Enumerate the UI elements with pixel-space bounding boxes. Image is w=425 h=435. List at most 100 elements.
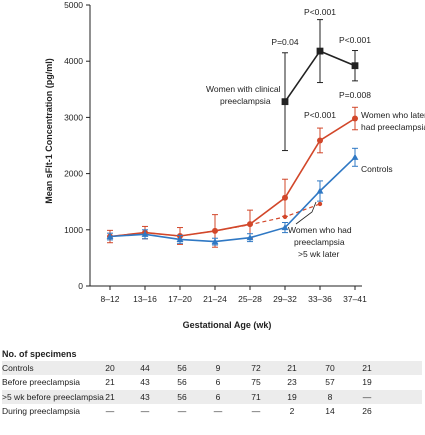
p-value-label: P=0.008 xyxy=(339,90,371,100)
table-cell: 43 xyxy=(140,391,150,402)
table-cell: 14 xyxy=(325,406,335,417)
specimen-count-table: No. of specimens Controls 20 44 56 9 72 21 70 21… xyxy=(2,347,422,419)
table-cell: 21 xyxy=(105,391,115,402)
data-point xyxy=(247,221,253,228)
data-point xyxy=(317,137,323,144)
x-tick-label: 13–16 xyxy=(133,294,157,304)
table-cell: 2 xyxy=(289,406,295,417)
table-cell: 70 xyxy=(325,363,335,373)
table-cell: 19 xyxy=(287,391,297,402)
table-row: >5 wk before preeclampsia 21 43 56 6 71 19 8 — xyxy=(2,389,422,405)
table-cell: 8 xyxy=(327,391,333,402)
table-row: Controls 20 44 56 9 72 21 70 21 xyxy=(2,361,422,376)
table-cell: 57 xyxy=(325,377,335,388)
data-point xyxy=(212,227,218,234)
row-label: During preeclampsia xyxy=(2,406,80,417)
series-label: preeclampsia xyxy=(220,96,271,106)
data-point xyxy=(281,98,289,106)
row-label: >5 wk before preeclampsia xyxy=(2,391,104,402)
data-point xyxy=(141,230,149,237)
annotation-layer: P=0.04P<0.001P<0.001P<0.001P=0.008Women … xyxy=(206,7,425,259)
data-point xyxy=(282,194,288,201)
y-tick-label: 0 xyxy=(78,281,83,291)
y-tick-label: 3000 xyxy=(64,112,83,122)
table-row: During preeclampsia — — — — — 2 14 26 xyxy=(2,404,422,418)
y-tick-label: 2000 xyxy=(64,169,83,179)
y-tick-label: 1000 xyxy=(64,225,83,235)
data-point xyxy=(351,153,359,160)
table-cell: 21 xyxy=(105,377,115,388)
x-tick-label: 29–32 xyxy=(273,294,297,304)
p-value-label: P=0.04 xyxy=(271,37,298,47)
table-cell: 56 xyxy=(177,391,187,402)
x-tick-label: 37–41 xyxy=(343,294,367,304)
table-cell: 56 xyxy=(177,363,187,373)
y-tick-label: 4000 xyxy=(64,56,83,66)
x-axis-title: Gestational Age (wk) xyxy=(183,320,272,330)
x-ticks: 8–12 13–16 17–20 21–24 25–28 29–32 33–36 37–41 xyxy=(101,286,367,304)
p-value-label: P<0.001 xyxy=(339,35,371,45)
series-label: Controls xyxy=(361,164,393,174)
table-cell: 21 xyxy=(287,363,297,373)
y-ticks: 0 1000 2000 3000 4000 5000 xyxy=(64,0,90,291)
axes-group xyxy=(89,5,362,287)
y-axis-title: Mean sFlt-1 Concentration (pg/ml) xyxy=(44,58,54,204)
x-tick-label: 33–36 xyxy=(308,294,332,304)
series-label: Women who had xyxy=(288,225,352,235)
label-pointer xyxy=(295,201,317,225)
table-rows: Controls 20 44 56 9 72 21 70 21 Before preeclamps… xyxy=(2,361,422,419)
data-point xyxy=(281,223,289,231)
table-cell: 19 xyxy=(362,377,372,388)
series-line xyxy=(109,156,356,243)
table-cell: 44 xyxy=(140,363,150,373)
data-point xyxy=(317,201,323,207)
series-label: Women with clinical xyxy=(206,84,281,94)
table-cell: 6 xyxy=(215,391,221,402)
table-cell: 26 xyxy=(362,406,372,417)
table-cell: 9 xyxy=(215,363,221,373)
series-layer xyxy=(106,19,359,248)
table-cell: 56 xyxy=(177,377,187,388)
table-cell: 72 xyxy=(251,363,261,373)
series-3 xyxy=(281,19,359,152)
table-cell: — xyxy=(362,391,372,402)
data-point xyxy=(282,214,288,220)
data-point xyxy=(211,238,219,245)
table-cell: — xyxy=(105,406,115,417)
series-0 xyxy=(106,147,359,246)
table-row: Before preeclampsia 21 43 56 6 75 23 57 19 xyxy=(2,375,422,389)
table-cell: 43 xyxy=(140,377,150,388)
x-tick-label: 25–28 xyxy=(238,294,262,304)
series-label: Women who later xyxy=(361,110,425,120)
row-label: Before preeclampsia xyxy=(2,377,80,388)
table-cell: 6 xyxy=(215,377,221,388)
table-cell: — xyxy=(140,406,150,417)
data-point xyxy=(176,235,184,242)
x-tick-label: 8–12 xyxy=(101,294,120,304)
x-tick-label: 21–24 xyxy=(203,294,227,304)
p-value-label: P<0.001 xyxy=(304,110,336,120)
data-point xyxy=(352,115,358,122)
series-label: had preeclampsia xyxy=(361,122,425,132)
data-point xyxy=(316,187,324,194)
sflt1-line-chart: 0 1000 2000 3000 4000 5000 8–12 13–16 17–20 21–2… xyxy=(44,0,425,330)
x-tick-label: 17–20 xyxy=(168,294,192,304)
row-label: Controls xyxy=(2,363,34,373)
table-cell: — xyxy=(251,406,261,417)
table-cell: — xyxy=(177,406,187,417)
table-cell: — xyxy=(213,406,223,417)
table-cell: 71 xyxy=(251,391,261,402)
table-cell: 20 xyxy=(105,363,115,373)
series-label: preeclampsia xyxy=(294,237,345,247)
table-cell: 75 xyxy=(251,377,261,388)
data-point xyxy=(351,62,359,70)
p-value-label: P<0.001 xyxy=(304,7,336,17)
data-point xyxy=(106,232,114,240)
table-cell: 21 xyxy=(362,363,372,373)
y-tick-label: 5000 xyxy=(64,0,83,10)
series-label: >5 wk later xyxy=(298,249,340,259)
data-point xyxy=(316,47,324,55)
data-point xyxy=(246,234,254,241)
table-title: No. of specimens xyxy=(2,349,77,359)
series-line xyxy=(109,117,356,238)
